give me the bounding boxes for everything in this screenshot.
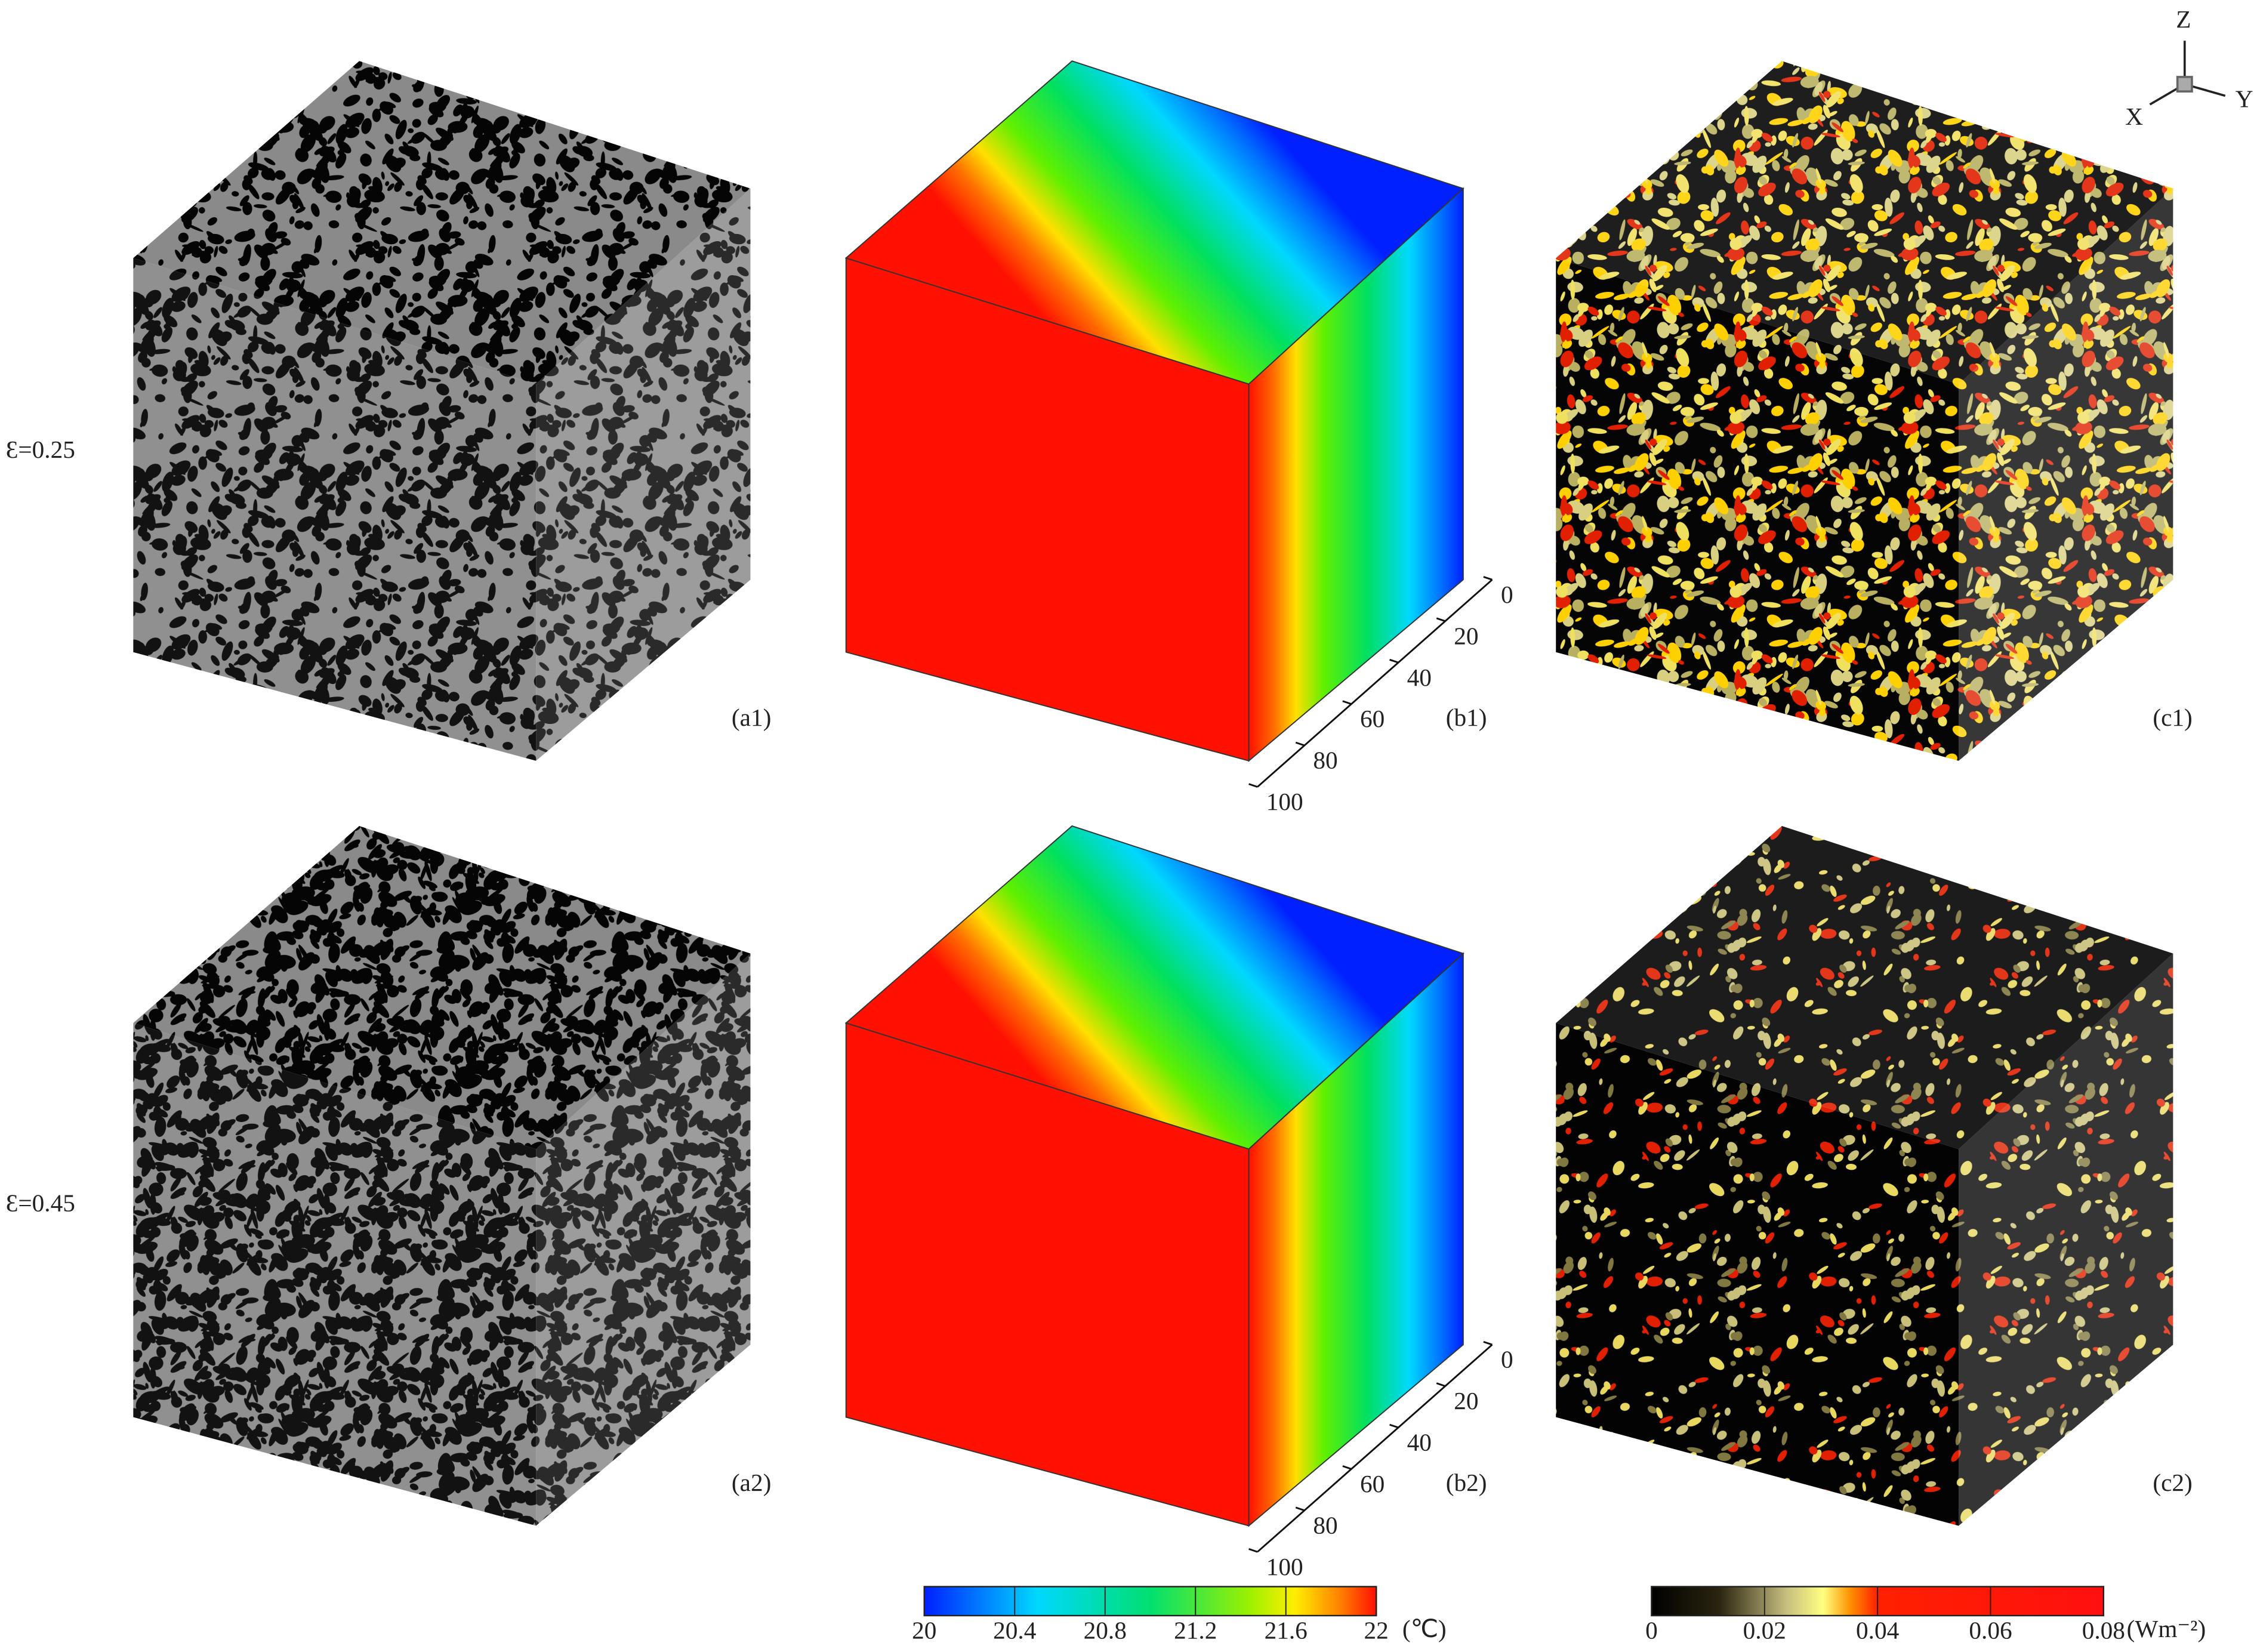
colorbar-tick-label: 20.8 bbox=[1084, 1617, 1127, 1644]
cube-face bbox=[1959, 953, 2173, 1526]
cube-face bbox=[133, 258, 537, 761]
cube-face bbox=[133, 61, 751, 384]
depth-tick bbox=[1295, 1506, 1305, 1512]
row-label: Ɛ=0.25 bbox=[6, 436, 75, 463]
depth-tick-label: 20 bbox=[1454, 622, 1478, 649]
temperature-colorbar: 20 20.4 20.8 21.2 21.6 22 (℃) bbox=[912, 1586, 1447, 1644]
cube-face bbox=[536, 188, 751, 761]
colorbar-unit: (Wm⁻²) bbox=[2127, 1615, 2206, 1643]
axis-label: X bbox=[2125, 103, 2143, 130]
axis-label: Y bbox=[2236, 85, 2253, 113]
cube-face bbox=[1556, 61, 2173, 384]
row-label: Ɛ=0.45 bbox=[6, 1189, 75, 1216]
panel-label: (b1) bbox=[1446, 704, 1487, 732]
cubes: 0 20 40 60 80 100 0 20 40 60 80 100 bbox=[133, 60, 2173, 1580]
depth-tick bbox=[1342, 1465, 1352, 1470]
colorbar-tick-label: 21.6 bbox=[1265, 1617, 1308, 1644]
depth-tick bbox=[1436, 617, 1446, 622]
depth-tick-label: 100 bbox=[1266, 788, 1303, 815]
depth-tick bbox=[1483, 576, 1493, 581]
depth-tick-label: 80 bbox=[1313, 1511, 1337, 1539]
cube-face bbox=[1248, 952, 1464, 1527]
panel-label: (c2) bbox=[2153, 1469, 2192, 1497]
cube-face bbox=[1556, 258, 1959, 761]
depth-tick-label: 0 bbox=[1501, 1346, 1513, 1373]
depth-tick bbox=[1483, 1340, 1493, 1346]
flux-colorbar: 0 0.02 0.04 0.06 0.08 (Wm⁻²) bbox=[1645, 1586, 2206, 1644]
colorbar-unit: (℃) bbox=[1402, 1615, 1447, 1643]
panel-label: (b2) bbox=[1446, 1469, 1487, 1497]
depth-tick bbox=[1436, 1382, 1446, 1387]
cube-face bbox=[1248, 187, 1464, 762]
cube-face bbox=[536, 953, 751, 1526]
cube-face bbox=[133, 826, 751, 1149]
colorbar-tick-label: 0.04 bbox=[1856, 1617, 1899, 1644]
axis-triad: Z Y X bbox=[2125, 5, 2253, 130]
panel-label: (a2) bbox=[732, 1469, 771, 1497]
colorbar-tick-label: 20.4 bbox=[993, 1617, 1036, 1644]
cube-face bbox=[1959, 188, 2173, 761]
depth-tick-label: 0 bbox=[1501, 581, 1513, 608]
depth-tick bbox=[1295, 741, 1305, 747]
labels: Ɛ=0.25 Ɛ=0.45 (a1) (b1) (c1) (a2) (b2) (… bbox=[6, 436, 2193, 1497]
colorbar-tick-label: 0.08 bbox=[2082, 1617, 2125, 1644]
depth-tick-label: 100 bbox=[1266, 1553, 1303, 1580]
colorbar-tick-label: 0.06 bbox=[1969, 1617, 2012, 1644]
colorbar-tick-label: 0.02 bbox=[1743, 1617, 1786, 1644]
depth-tick bbox=[1389, 658, 1399, 664]
depth-tick bbox=[1389, 1423, 1399, 1429]
depth-tick bbox=[1342, 700, 1352, 705]
cube-face bbox=[133, 1023, 537, 1526]
panel-label: (c1) bbox=[2153, 704, 2192, 732]
depth-tick-label: 80 bbox=[1313, 747, 1337, 774]
cube-face bbox=[1556, 1023, 1959, 1526]
depth-axis bbox=[1257, 1343, 1493, 1553]
colorbar-tick-label: 20 bbox=[912, 1617, 936, 1644]
depth-tick-label: 60 bbox=[1360, 705, 1385, 732]
depth-tick-label: 20 bbox=[1454, 1387, 1478, 1414]
depth-tick-label: 40 bbox=[1407, 664, 1432, 691]
depth-tick bbox=[1248, 783, 1258, 788]
colorbar-tick-label: 22 bbox=[1364, 1617, 1389, 1644]
panel-label: (a1) bbox=[732, 704, 771, 732]
depth-axis bbox=[1257, 579, 1493, 788]
depth-tick-label: 40 bbox=[1407, 1429, 1432, 1456]
cube-face bbox=[1556, 826, 2173, 1149]
axis-label: Z bbox=[2176, 5, 2191, 33]
depth-tick-label: 60 bbox=[1360, 1470, 1385, 1497]
colorbar-tick-label: 21.2 bbox=[1174, 1617, 1217, 1644]
colorbar-tick-label: 0 bbox=[1645, 1617, 1658, 1644]
depth-tick bbox=[1248, 1548, 1258, 1553]
